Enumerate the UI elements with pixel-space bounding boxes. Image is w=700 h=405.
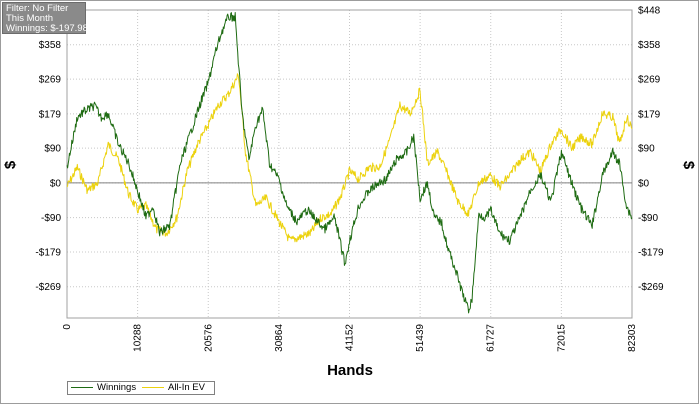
period-label: This Month [6, 13, 53, 24]
y-tick-label-right: -$269 [638, 282, 664, 293]
winnings-label: Winnings: $-197.98 [6, 23, 88, 34]
y-axis-title-left: $ [2, 160, 19, 169]
series-layer [66, 12, 633, 314]
y-tick-label-left: -$90 [41, 213, 61, 224]
x-tick-label: 20576 [203, 324, 214, 352]
x-tick-label: 10288 [133, 324, 144, 352]
y-tick-label-right: $90 [638, 144, 655, 155]
x-tick-label: 51439 [415, 324, 426, 352]
y-tick-label-left: $0 [50, 178, 62, 189]
y-tick-label-left: $358 [39, 40, 62, 51]
legend: Winnings All-In EV [67, 381, 215, 395]
y-tick-label-right: $269 [638, 75, 661, 86]
grid-layer [66, 9, 633, 318]
y-tick-label-right: $179 [638, 109, 661, 120]
x-tick-label: 0 [62, 324, 73, 330]
y-tick-label-left: $90 [44, 144, 61, 155]
legend-label-winnings: Winnings [97, 382, 137, 393]
legend-label-allin-ev: All-In EV [168, 382, 205, 393]
info-box: Filter: No Filter This Month Winnings: $… [2, 2, 88, 34]
x-axis-title: Hands [327, 362, 373, 379]
y-tick-label-right: $358 [638, 40, 661, 51]
x-tick-label: 41152 [345, 324, 356, 352]
y-tick-label-left: -$269 [35, 282, 61, 293]
legend-swatch-winnings [71, 386, 93, 388]
x-tick-label: 72015 [556, 324, 567, 352]
series-line-winnings [66, 12, 633, 314]
legend-item-winnings: Winnings [71, 382, 136, 394]
legend-item-allin-ev: All-In EV [142, 382, 205, 394]
y-tick-label-left: -$179 [35, 248, 61, 259]
y-tick-label-right: -$90 [638, 213, 658, 224]
y-tick-label-right: $448 [638, 6, 661, 17]
series-line-all-in-ev [66, 73, 633, 243]
x-tick-label: 30864 [274, 324, 285, 352]
plot-border [66, 9, 633, 319]
legend-swatch-allin-ev [142, 386, 164, 388]
y-tick-label-left: $269 [39, 75, 62, 86]
x-tick-label: 82303 [627, 324, 638, 352]
y-tick-label-right: -$179 [638, 248, 664, 259]
y-tick-label-right: $0 [638, 178, 650, 189]
x-tick-label: 61727 [486, 324, 497, 352]
y-tick-label-left: $179 [39, 109, 62, 120]
filter-label: Filter: No Filter [6, 3, 69, 14]
y-axis-title-right: $ [680, 161, 697, 170]
